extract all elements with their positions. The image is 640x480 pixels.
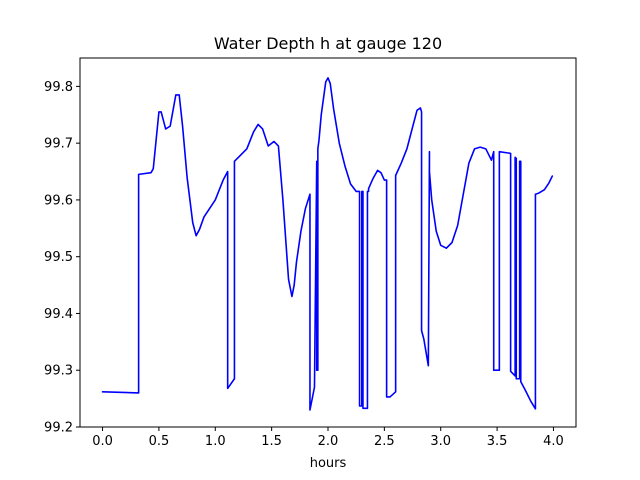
y-axis: 99.2 99.3 99.4 99.5 99.6 99.7 99.8: [44, 80, 80, 436]
x-tick-label: 2.0: [318, 434, 339, 449]
x-tick-label: 3.5: [487, 434, 508, 449]
x-tick-label: 0.0: [92, 434, 113, 449]
x-tick-label: 2.5: [374, 434, 395, 449]
chart-title: Water Depth h at gauge 120: [214, 34, 442, 53]
y-tick-label: 99.4: [44, 307, 73, 322]
x-tick-label: 3.0: [430, 434, 451, 449]
y-tick-label: 99.3: [44, 364, 73, 379]
x-tick-label: 4.0: [543, 434, 564, 449]
x-tick-label: 0.5: [149, 434, 170, 449]
x-tick-label: 1.5: [261, 434, 282, 449]
series-line-0: [101, 77, 554, 411]
y-tick-label: 99.6: [44, 193, 73, 208]
y-tick-label: 99.2: [44, 421, 73, 436]
series-layer: [101, 77, 554, 411]
y-tick-label: 99.8: [44, 80, 73, 95]
y-tick-label: 99.7: [44, 137, 73, 152]
x-axis-label: hours: [310, 456, 347, 471]
x-tick-label: 1.0: [205, 434, 226, 449]
x-axis: 0.0 0.5 1.0 1.5 2.0 2.5 3.0 3.5 4.0: [92, 427, 564, 449]
y-tick-label: 99.5: [44, 250, 73, 265]
